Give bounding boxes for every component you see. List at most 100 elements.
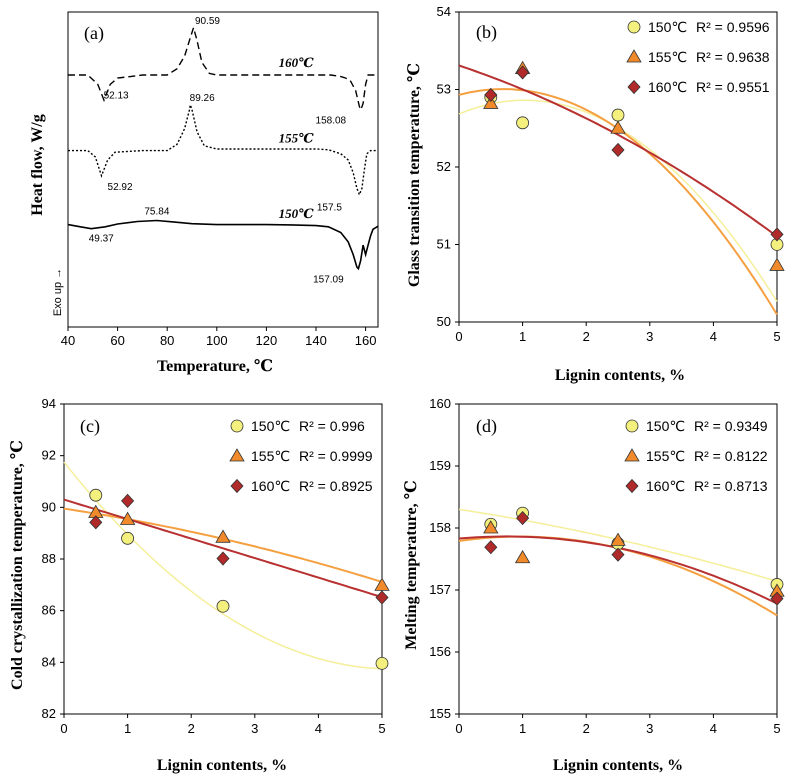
legend-marker-triangle [626, 49, 642, 63]
y-tick-label: 94 [42, 396, 56, 411]
y-tick-label: 88 [42, 551, 56, 566]
x-tick-label: 0 [60, 721, 67, 736]
dsc-peak-label: 90.59 [195, 16, 220, 27]
trendline-2 [458, 64, 778, 238]
x-tick-label: 0 [455, 329, 462, 344]
y-tick-label: 51 [437, 237, 451, 252]
x-tick-label: 1 [519, 329, 526, 344]
data-point-triangle [483, 520, 499, 534]
data-point-diamond [89, 515, 103, 530]
data-point-triangle [483, 95, 499, 109]
legend-series-name: 150℃ [648, 19, 687, 35]
data-point-triangle [215, 529, 231, 543]
dsc-peak-label: 52.92 [108, 182, 133, 193]
dsc-peak-label: 52.13 [104, 90, 129, 101]
panel-a-x-tick-label: 60 [110, 333, 124, 348]
data-point-diamond [121, 493, 135, 508]
dsc-peak-label: 158.08 [316, 116, 347, 127]
dsc-curve-2 [67, 219, 379, 271]
dsc-curve-name: 155℃ [279, 131, 315, 146]
data-point-circle [375, 656, 389, 670]
panel-a-x-axis-title: Temperature, ℃ [157, 358, 273, 375]
data-point-triangle [514, 549, 531, 564]
dsc-peak-label: 49.37 [89, 234, 114, 245]
panel-label: (c) [80, 416, 100, 437]
dsc-curve-name: 150℃ [279, 206, 315, 221]
y-tick-label: 52 [437, 159, 451, 174]
panel-a-dsc-thermograms: (a) Temperature, ℃ Heat flow, W/g Exo up… [29, 11, 379, 375]
legend-series-name: 155℃ [646, 448, 685, 464]
panel-c-x-axis-title: Lignin contents, % [157, 757, 287, 774]
data-point-diamond [516, 65, 530, 80]
data-point-diamond [216, 551, 230, 566]
panel-d-x-axis-title: Lignin contents, % [553, 757, 683, 774]
y-tick-label: 54 [437, 4, 451, 19]
x-tick-label: 0 [455, 721, 462, 736]
legend-series-name: 150℃ [646, 418, 685, 434]
panel-a-x-tick-label: 140 [305, 333, 327, 348]
x-tick-label: 5 [773, 721, 780, 736]
y-tick-label: 84 [42, 654, 56, 669]
dsc-peak-label: 75.84 [144, 207, 169, 218]
data-point-circle [216, 599, 230, 613]
dsc-curve-0 [68, 25, 378, 112]
x-tick-label: 1 [519, 721, 526, 736]
x-tick-label: 5 [378, 721, 385, 736]
legend-series-name: 155℃ [648, 49, 687, 65]
panel-a-label: (a) [84, 23, 104, 44]
legend-marker-triangle [229, 448, 245, 462]
y-tick-label: 155 [429, 706, 451, 721]
dsc-peak-label: 157.09 [313, 275, 344, 286]
panel-a-x-tick-label: 100 [206, 333, 228, 348]
data-point-triangle [119, 511, 136, 525]
panel-c-y-axis-title: Cold crystallization temperature, ℃ [9, 440, 26, 690]
y-tick-label: 157 [429, 582, 451, 597]
legend-r-squared: R² = 0.996 [299, 418, 365, 434]
legend-r-squared: R² = 0.8122 [694, 448, 768, 464]
data-point-diamond [611, 142, 625, 158]
panel-b-y-axis-title: Glass transition temperature, ℃ [406, 63, 423, 287]
legend-marker-diamond [627, 79, 641, 95]
legend-marker-circle [230, 419, 244, 433]
legend-series-name: 160℃ [646, 478, 685, 494]
legend-r-squared: R² = 0.9596 [696, 19, 770, 35]
data-point-diamond [611, 547, 625, 562]
data-point-diamond [484, 87, 498, 103]
panel-label: (b) [476, 22, 497, 43]
y-tick-label: 50 [437, 314, 451, 329]
data-point-diamond [484, 540, 498, 555]
trendline-0 [63, 461, 383, 670]
data-point-triangle [610, 120, 626, 134]
y-tick-label: 160 [429, 396, 451, 411]
legend-series-name: 155℃ [251, 448, 290, 464]
legend-marker-diamond [230, 478, 244, 494]
x-tick-label: 2 [583, 721, 590, 736]
data-point-circle [611, 108, 625, 122]
y-tick-label: 53 [437, 82, 451, 97]
x-tick-label: 4 [315, 721, 322, 736]
legend-r-squared: R² = 0.9999 [299, 448, 373, 464]
panel-d-melting: Lignin contents, % Melting temperature, … [403, 396, 785, 774]
legend-series-name: 160℃ [251, 478, 290, 494]
legend-r-squared: R² = 0.9551 [696, 79, 770, 95]
panel-a-exo-up-label: Exo up → [52, 268, 64, 316]
x-tick-label: 3 [646, 329, 653, 344]
data-point-diamond [770, 227, 784, 242]
data-point-diamond [375, 590, 389, 605]
x-tick-label: 3 [646, 721, 653, 736]
x-tick-label: 5 [773, 329, 780, 344]
panel-a-y-axis-title: Heat flow, W/g [29, 114, 46, 215]
y-tick-label: 159 [429, 458, 451, 473]
panel-a-curves [67, 25, 379, 271]
x-tick-label: 4 [710, 329, 717, 344]
legend-r-squared: R² = 0.8713 [694, 478, 768, 494]
y-tick-label: 92 [42, 448, 56, 463]
legend-marker-triangle [624, 448, 640, 462]
panel-a-plot-frame [67, 11, 379, 328]
legend-series-name: 150℃ [251, 418, 290, 434]
x-tick-label: 3 [251, 721, 258, 736]
data-point-circle [121, 531, 134, 545]
panel-plot-frame [458, 403, 778, 715]
trendline-2 [63, 498, 383, 599]
